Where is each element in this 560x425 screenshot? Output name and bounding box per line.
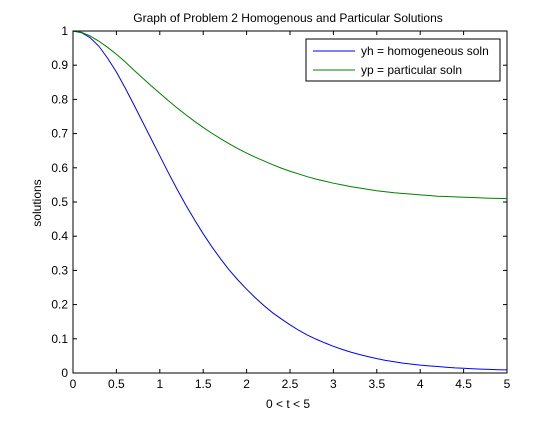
plot-frame: [72, 30, 508, 374]
x-axis-label: 0 < t < 5: [266, 397, 310, 411]
y-axis-label: solutions: [30, 179, 44, 226]
x-tick-label: 2.5: [282, 377, 299, 391]
y-tick-label: 0.7: [51, 127, 68, 141]
x-tick-label: 2: [243, 377, 250, 391]
x-tick-label: 4: [417, 377, 424, 391]
series-line-1: [72, 30, 508, 371]
y-tick-label: 0.6: [51, 161, 68, 175]
x-tick-label: 0: [70, 377, 77, 391]
plot-area: [72, 30, 508, 374]
y-tick-label: 0.4: [51, 229, 68, 243]
chart-title: Graph of Problem 2 Homogenous and Partic…: [133, 11, 443, 25]
legend-box: [305, 38, 501, 82]
y-tick-label: 0.3: [51, 263, 68, 277]
legend-label-1: yh = homogeneous soln: [361, 44, 489, 58]
x-tick-label: 1: [156, 377, 163, 391]
y-tick-label: 0.2: [51, 298, 68, 312]
axis-ticks: 0 0.5 1 1.5 2 2.5 3 3.5 4 4.5 5 0 0.1 0.2 0.3 0.4 0.5 0.6…: [51, 24, 510, 391]
y-tick-label: 0.8: [51, 92, 68, 106]
series-line-2: [72, 30, 508, 200]
legend-label-2: yp = particular soln: [361, 63, 462, 77]
y-tick-label: 0.1: [51, 332, 68, 346]
x-tick-label: 3: [330, 377, 337, 391]
x-tick-label: 1.5: [195, 377, 212, 391]
x-tick-label: 3.5: [368, 377, 385, 391]
y-tick-label: 0: [61, 366, 68, 380]
x-tick-label: 0.5: [108, 377, 125, 391]
y-tick-label: 0.9: [51, 58, 68, 72]
y-tick-label: 0.5: [51, 195, 68, 209]
x-tick-label: 4.5: [455, 377, 472, 391]
y-tick-label: 1: [61, 24, 68, 38]
legend: yh = homogeneous soln yp = particular sol…: [305, 38, 501, 82]
x-tick-label: 5: [504, 377, 511, 391]
